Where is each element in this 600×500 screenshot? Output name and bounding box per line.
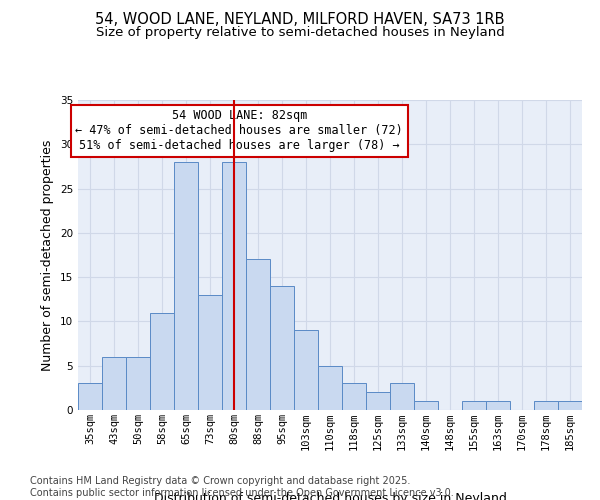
Bar	[270, 286, 294, 410]
Text: Size of property relative to semi-detached houses in Neyland: Size of property relative to semi-detach…	[95, 26, 505, 39]
Y-axis label: Number of semi-detached properties: Number of semi-detached properties	[41, 140, 55, 370]
Text: Contains HM Land Registry data © Crown copyright and database right 2025.
Contai: Contains HM Land Registry data © Crown c…	[30, 476, 454, 498]
Bar	[366, 392, 390, 410]
Bar	[534, 401, 558, 410]
Bar	[294, 330, 318, 410]
Bar	[486, 401, 510, 410]
Bar	[174, 162, 198, 410]
Bar	[414, 401, 438, 410]
Bar	[390, 384, 414, 410]
Bar	[198, 295, 222, 410]
Bar	[462, 401, 486, 410]
Text: 54 WOOD LANE: 82sqm
← 47% of semi-detached houses are smaller (72)
51% of semi-d: 54 WOOD LANE: 82sqm ← 47% of semi-detach…	[76, 110, 403, 152]
Bar	[318, 366, 342, 410]
Bar	[342, 384, 366, 410]
Text: 54, WOOD LANE, NEYLAND, MILFORD HAVEN, SA73 1RB: 54, WOOD LANE, NEYLAND, MILFORD HAVEN, S…	[95, 12, 505, 28]
Bar	[102, 357, 126, 410]
Bar	[558, 401, 582, 410]
Bar	[78, 384, 102, 410]
Bar	[150, 312, 174, 410]
Bar	[246, 260, 270, 410]
Bar	[222, 162, 246, 410]
X-axis label: Distribution of semi-detached houses by size in Neyland: Distribution of semi-detached houses by …	[154, 492, 506, 500]
Bar	[126, 357, 150, 410]
